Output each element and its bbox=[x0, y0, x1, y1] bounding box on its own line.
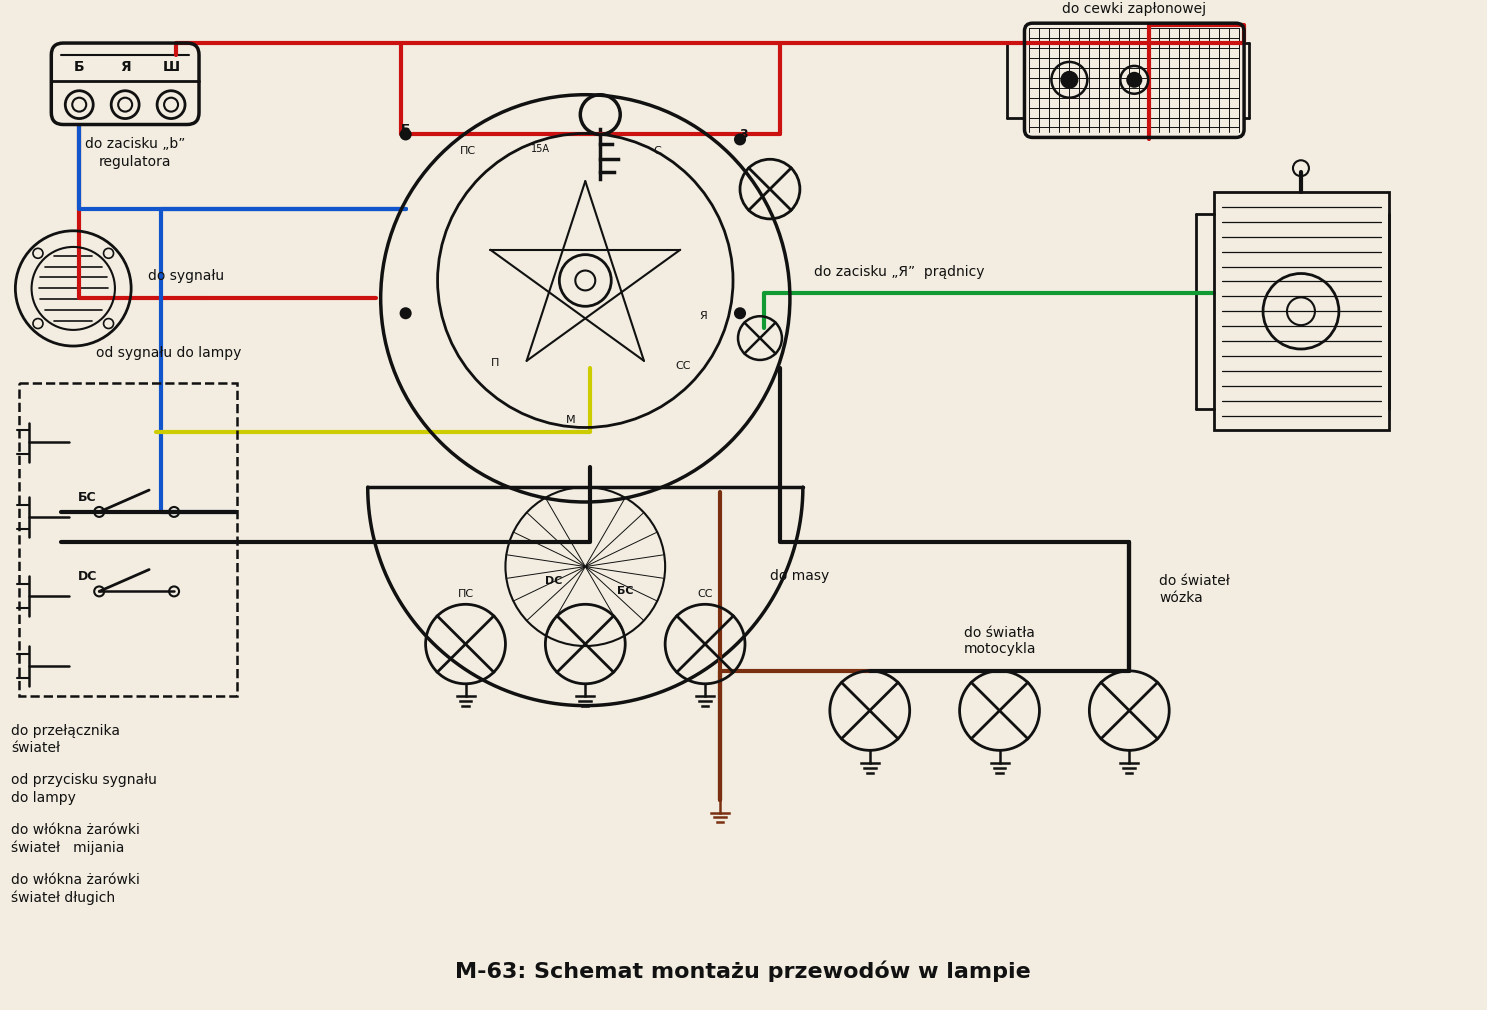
Text: БC: БC bbox=[77, 491, 97, 504]
Text: świateł długich: świateł długich bbox=[12, 891, 116, 905]
Text: regulatora: regulatora bbox=[100, 156, 171, 170]
Circle shape bbox=[400, 308, 410, 318]
Text: do przełącznika: do przełącznika bbox=[12, 723, 120, 737]
Text: od przycisku sygnału: od przycisku sygnału bbox=[12, 774, 158, 787]
Text: M: M bbox=[565, 414, 575, 424]
Text: do światła
motocykla: do światła motocykla bbox=[964, 626, 1036, 657]
Text: do świateł
wózka: do świateł wózka bbox=[1160, 575, 1230, 605]
Text: Я: Я bbox=[120, 60, 131, 74]
Text: od sygnału do lampy: od sygnału do lampy bbox=[97, 346, 242, 360]
Circle shape bbox=[735, 308, 745, 318]
Text: ПC: ПC bbox=[459, 146, 476, 157]
Text: БC: БC bbox=[617, 587, 633, 596]
Text: Б: Б bbox=[74, 60, 85, 74]
Text: П: П bbox=[491, 358, 500, 368]
Text: do zacisku „b”: do zacisku „b” bbox=[85, 137, 186, 152]
Text: Б: Б bbox=[401, 123, 410, 136]
Text: DC: DC bbox=[77, 570, 97, 583]
Text: 3: 3 bbox=[739, 128, 748, 141]
Text: do masy: do masy bbox=[770, 570, 830, 584]
Text: świateł   mijania: świateł mijania bbox=[12, 840, 125, 855]
Text: CC: CC bbox=[697, 590, 712, 599]
Text: do zacisku „Я”  prądnicy: do zacisku „Я” prądnicy bbox=[815, 265, 984, 279]
Text: do cewki zapłonowej: do cewki zapłonowej bbox=[1062, 2, 1206, 16]
Text: DC: DC bbox=[544, 577, 562, 587]
Circle shape bbox=[735, 134, 745, 144]
Circle shape bbox=[1127, 73, 1141, 87]
Text: świateł: świateł bbox=[12, 741, 61, 755]
Text: Я: Я bbox=[699, 311, 706, 321]
Text: do sygnału: do sygnału bbox=[149, 270, 225, 284]
Circle shape bbox=[400, 129, 410, 139]
Text: do lampy: do lampy bbox=[12, 791, 76, 805]
Text: ПC: ПC bbox=[458, 590, 473, 599]
Text: 15A: 15A bbox=[531, 144, 550, 155]
Text: CC: CC bbox=[675, 361, 691, 371]
Text: C: C bbox=[653, 146, 662, 157]
Bar bbox=[1213, 192, 1389, 430]
Text: do włókna żarówki: do włókna żarówki bbox=[12, 873, 140, 887]
Text: M-63: Schemat montażu przewodów w lampie: M-63: Schemat montażu przewodów w lampie bbox=[455, 961, 1030, 982]
Text: Ш: Ш bbox=[162, 60, 180, 74]
Text: do włókna żarówki: do włókna żarówki bbox=[12, 823, 140, 837]
Circle shape bbox=[1062, 72, 1078, 88]
